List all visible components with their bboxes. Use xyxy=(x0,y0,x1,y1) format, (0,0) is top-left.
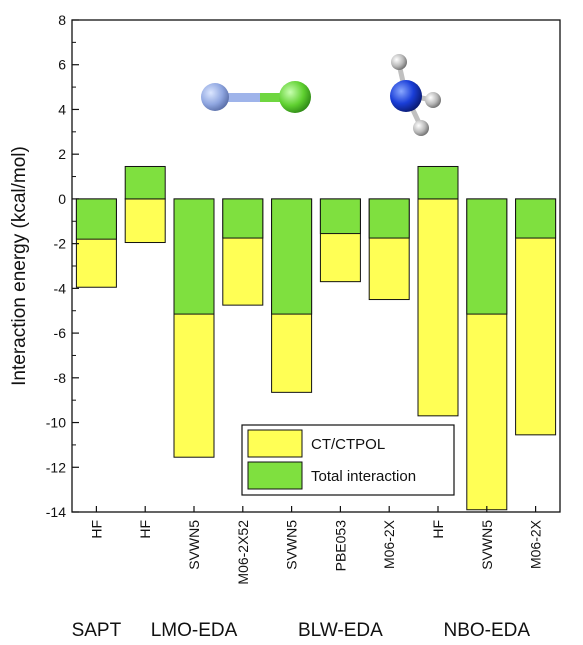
x-tick-label: HF xyxy=(88,520,104,539)
group-label: NBO-EDA xyxy=(444,620,531,641)
molecule-right-illustration xyxy=(390,54,441,136)
y-axis-label: Interaction energy (kcal/mol) xyxy=(9,146,30,386)
bars-layer xyxy=(75,165,557,511)
y-tick-label: -6 xyxy=(54,325,67,341)
x-tick-label: HF xyxy=(430,520,446,539)
y-tick-label: -4 xyxy=(54,280,67,296)
plot-frame xyxy=(71,19,561,513)
y-tick-label: -14 xyxy=(46,504,66,520)
y-tick-label: 6 xyxy=(58,57,66,73)
bar-total-2 xyxy=(173,198,215,315)
y-axis: -14 -12 -10 -8 -6 -4 -2 0 2 4 6 8 xyxy=(46,12,79,520)
y-tick-label: -12 xyxy=(46,459,66,475)
x-tick-label: SVWN5 xyxy=(479,520,495,570)
bar-total-4 xyxy=(271,198,313,315)
atom-green-icon xyxy=(279,81,311,113)
bar-total-1 xyxy=(124,165,166,200)
y-tick-label: 0 xyxy=(58,191,66,207)
group-label: BLW-EDA xyxy=(298,620,383,641)
x-tick-label: PBE053 xyxy=(332,520,348,572)
x-tick-label: SVWN5 xyxy=(186,520,202,570)
y-tick-label: 2 xyxy=(58,146,66,162)
bar-total-7 xyxy=(417,165,459,200)
x-tick-label: SVWN5 xyxy=(284,520,300,570)
atom-grey-icon xyxy=(425,92,441,108)
bar-total-0 xyxy=(75,198,117,240)
atom-grey-icon xyxy=(413,120,429,136)
bar-total-6 xyxy=(368,198,410,239)
x-tick-label: HF xyxy=(137,520,153,539)
bond-icon xyxy=(222,93,298,102)
bar-total-5 xyxy=(319,198,361,235)
legend: CT/CTPOL Total interaction xyxy=(241,424,455,496)
legend-swatch-ct xyxy=(247,429,303,458)
y-tick-label: 8 xyxy=(58,12,66,28)
group-label: LMO-EDA xyxy=(151,620,238,641)
bar-total-3 xyxy=(222,198,264,239)
bar-ct-7 xyxy=(417,198,459,417)
x-tick-label: M06-2X52 xyxy=(235,520,251,585)
bar-total-8 xyxy=(466,198,508,315)
bar-ct-1 xyxy=(124,198,166,244)
atom-blue-grey-icon xyxy=(201,83,229,111)
bar-total-9 xyxy=(515,198,557,239)
legend-label-ct: CT/CTPOL xyxy=(311,436,385,453)
y-tick-label: -2 xyxy=(54,236,67,252)
group-label: SAPT xyxy=(72,620,122,641)
atom-blue-icon xyxy=(390,80,422,112)
y-tick-label: -10 xyxy=(46,415,66,431)
molecule-left-illustration xyxy=(201,81,311,113)
atom-grey-icon xyxy=(391,54,407,70)
y-tick-label: 4 xyxy=(58,101,66,117)
legend-label-total: Total interaction xyxy=(311,468,416,485)
x-axis: HF HF SVWN5 M06-2X52 SVWN5 PBE053 M06-2X HF SVWN… xyxy=(88,506,544,585)
x-tick-label: M06-2X xyxy=(381,519,397,569)
group-labels: SAPT LMO-EDA BLW-EDA NBO-EDA xyxy=(72,620,531,641)
legend-swatch-total xyxy=(247,461,303,490)
x-tick-label: M06-2X xyxy=(528,519,544,569)
y-tick-label: -8 xyxy=(54,370,67,386)
